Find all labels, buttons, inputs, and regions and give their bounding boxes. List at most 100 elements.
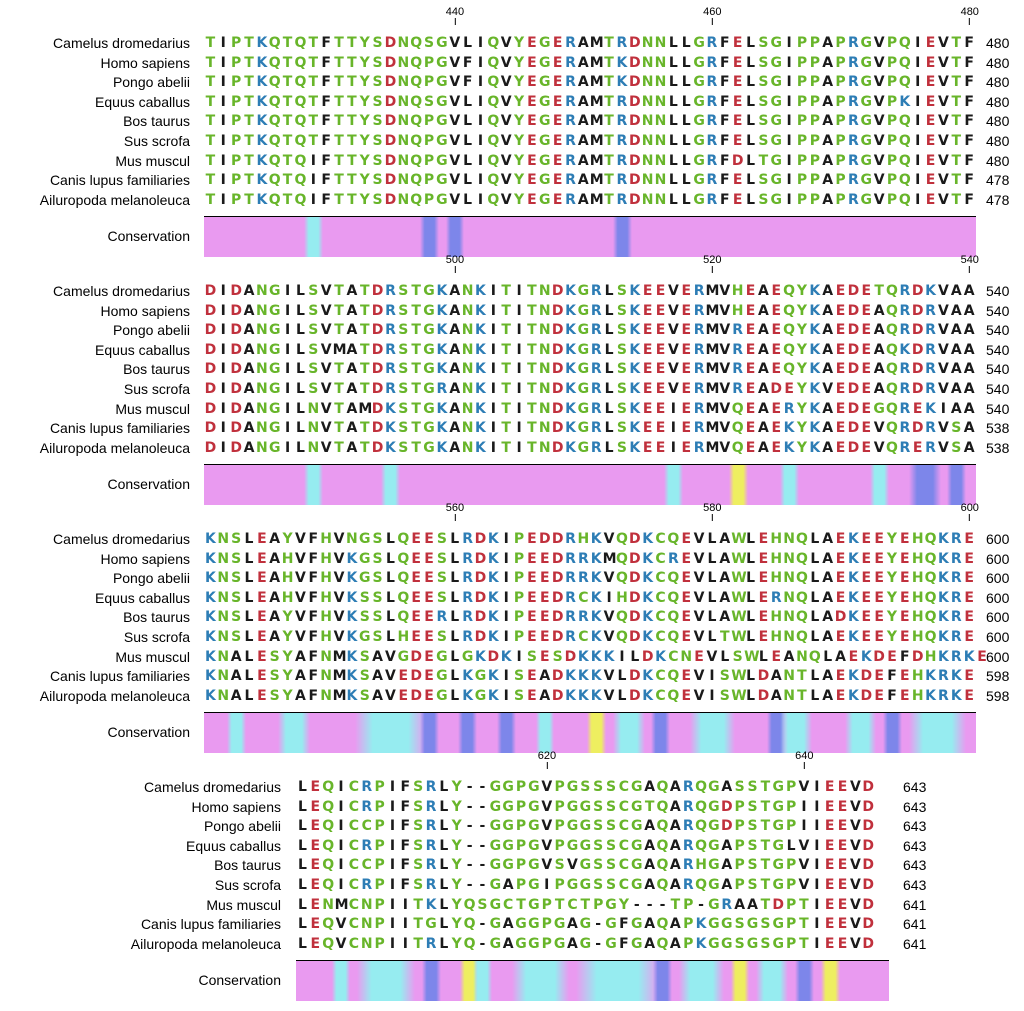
residue: A xyxy=(719,609,731,626)
residue: A xyxy=(757,341,769,358)
residue: K xyxy=(256,74,268,91)
residue: F xyxy=(321,172,331,189)
residue: Q xyxy=(268,172,281,189)
residue: G xyxy=(579,935,592,952)
residue: E xyxy=(310,896,321,913)
residue: P xyxy=(796,93,808,110)
conservation-band xyxy=(331,961,351,1002)
residue: S xyxy=(747,798,758,815)
residue: K xyxy=(925,283,936,299)
residue: E xyxy=(837,935,848,952)
residue: G xyxy=(436,132,448,149)
residue: I xyxy=(503,687,509,704)
residue: I xyxy=(389,857,396,874)
residue: S xyxy=(372,191,383,208)
residue: F xyxy=(720,152,730,169)
residue: S xyxy=(616,420,627,437)
residue: D xyxy=(474,550,487,567)
residue: R xyxy=(732,341,744,358)
end-position: 643 xyxy=(903,818,927,835)
residue: E xyxy=(539,589,550,606)
residue: K xyxy=(346,570,358,587)
residue: A xyxy=(669,779,681,795)
conservation-band xyxy=(497,713,516,754)
residue: V xyxy=(667,302,679,319)
end-position: 600 xyxy=(986,589,1010,606)
ruler-tick: 520 xyxy=(703,254,722,273)
residue: F xyxy=(462,54,473,71)
residue: K xyxy=(346,609,358,626)
residue: I xyxy=(814,798,820,815)
residue: L xyxy=(604,380,614,397)
residue: V xyxy=(937,113,949,130)
residue: L xyxy=(604,341,614,358)
residue: C xyxy=(361,857,372,874)
residue: G xyxy=(770,132,782,149)
residue: L xyxy=(681,74,691,91)
residue: N xyxy=(217,550,230,567)
residue: E xyxy=(925,74,936,91)
residue: L xyxy=(297,935,307,952)
residue: A xyxy=(449,420,461,437)
residue: H xyxy=(320,531,333,547)
conservation-band xyxy=(690,713,735,754)
residue: T xyxy=(797,687,807,704)
residue: I xyxy=(786,172,792,189)
residue: I xyxy=(389,916,396,933)
residue: G xyxy=(770,191,782,208)
residue: N xyxy=(307,439,320,456)
residue: A xyxy=(721,779,733,795)
residue: H xyxy=(320,570,333,587)
residue: K xyxy=(205,609,216,626)
residue: G xyxy=(358,628,371,645)
residue: G xyxy=(579,916,592,933)
residue: P xyxy=(809,74,820,91)
ruler-tick-label: 540 xyxy=(960,254,979,266)
residue: A xyxy=(963,322,975,339)
residue: D xyxy=(204,439,217,456)
residue: D xyxy=(474,531,487,547)
residue: P xyxy=(734,876,745,893)
residue: Y xyxy=(796,322,808,339)
residue: P xyxy=(374,779,385,795)
residue: E xyxy=(900,628,910,645)
residue: G xyxy=(489,916,502,933)
ruler-tick: 560 xyxy=(446,502,464,521)
residue: V xyxy=(320,400,332,417)
residue: K xyxy=(590,570,602,587)
residue: I xyxy=(477,35,484,51)
residue: I xyxy=(389,818,396,835)
residue: S xyxy=(372,609,383,626)
residue: P xyxy=(374,857,385,874)
residue: E xyxy=(527,172,537,189)
sequence-row: D I D A NG I L N V T A T D K S T G K A N K I T I T ND K G R L S K E E I E RM… xyxy=(204,419,976,439)
species-name: Pongo abelii xyxy=(112,322,190,339)
residue: R xyxy=(385,302,396,319)
residue: D xyxy=(230,400,242,417)
residue: K xyxy=(629,341,641,358)
residue: V xyxy=(798,876,810,893)
residue: K xyxy=(695,916,707,933)
residue: P xyxy=(835,132,846,149)
residue: T xyxy=(413,935,423,952)
residue: A xyxy=(577,132,589,149)
residue: G xyxy=(631,916,643,933)
conservation-band xyxy=(419,713,439,754)
residue: Q xyxy=(656,916,669,933)
residue: L xyxy=(439,857,449,874)
residue: Q xyxy=(410,54,423,71)
residue: N xyxy=(256,420,268,437)
residue: N xyxy=(641,74,654,91)
residue: L xyxy=(746,54,755,71)
residue: L xyxy=(297,818,307,835)
residue: R xyxy=(899,302,911,319)
end-position: 480 xyxy=(986,132,1010,149)
residue: Y xyxy=(796,420,808,437)
residue: F xyxy=(308,628,319,645)
species-name: Equus caballus xyxy=(186,837,281,854)
residue: G xyxy=(631,857,643,874)
residue: E xyxy=(398,668,409,685)
residue: D xyxy=(230,302,242,319)
residue: E xyxy=(964,628,974,645)
residue: K xyxy=(616,54,628,71)
